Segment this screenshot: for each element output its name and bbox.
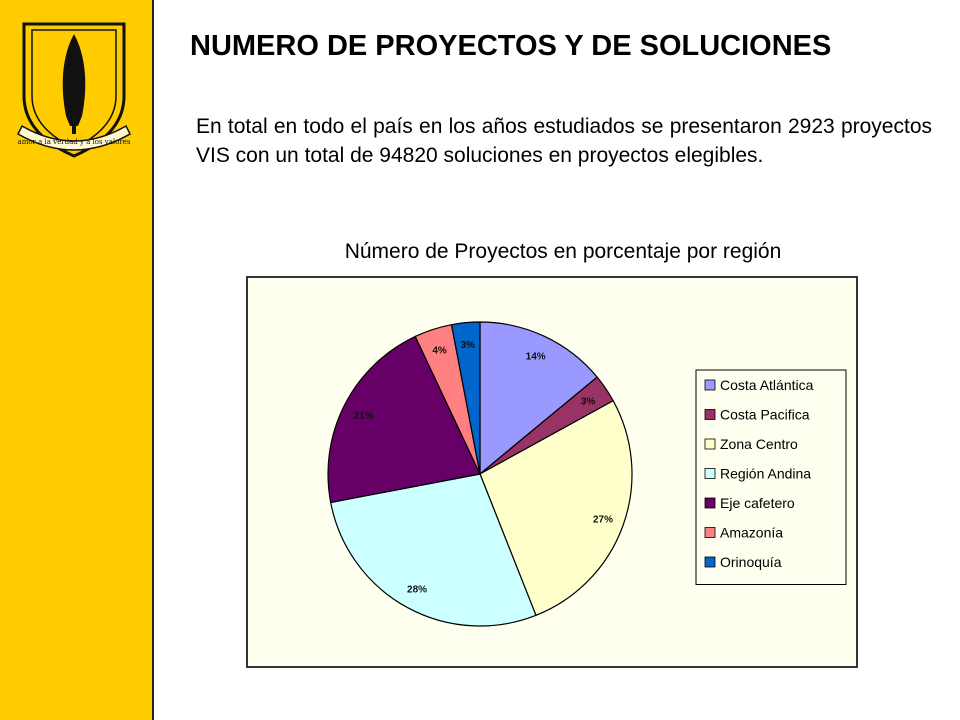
legend-label-orinoquia: Orinoquía [720,554,782,570]
legend-label-amazonia: Amazonía [720,525,783,541]
slice-label-costa-pacifica: 3% [581,397,596,408]
legend-label-costa-atlantica: Costa Atlántica [720,377,814,393]
legend-swatch-eje-cafetero [704,497,716,509]
intro-paragraph: En total en todo el país en los años est… [196,115,932,167]
legend-swatch-amazonia [704,527,716,538]
sidebar: amor a la verdad y a los valores [0,0,154,720]
slice-label-amazonia: 4% [432,346,447,357]
pie-slice-zona-centro [479,399,633,617]
legend-label-eje-cafetero: Eje cafetero [720,495,795,511]
legend-label-zona-centro: Zona Centro [720,436,798,452]
legend-swatch-costa-atlantica [704,379,716,391]
pie-slice-eje-cafetero [327,335,481,504]
legend-box [695,369,847,585]
slice-label-region-andina: 28% [407,585,427,596]
slice-label-zona-centro: 27% [593,514,613,525]
chart-area: 14% 3% 27% 28% 21% 4% 3% Costa Atlántica Costa P… [246,276,858,668]
pie-slice-costa-atlantica [479,321,598,476]
logo-motto: amor a la verdad y a los valores [18,138,131,146]
pie-slice-orinoquia [450,321,481,475]
legend-swatch-zona-centro [704,438,716,450]
pie-chart: 14% 3% 27% 28% 21% 4% 3% Costa Atlántica Costa P… [327,321,847,627]
legend-swatch-costa-pacifica [704,409,716,420]
page-title: NUMERO DE PROYECTOS Y DE SOLUCIONES [190,30,832,62]
chart-title: Número de Proyectos en porcentaje por re… [344,240,782,263]
slice-label-orinoquia: 3% [460,340,475,351]
slice-label-eje-cafetero: 21% [354,411,374,422]
legend-label-region-andina: Región Andina [720,466,811,482]
legend-label-costa-pacifica: Costa Pacifica [720,407,810,423]
university-crest-icon: amor a la verdad y a los valores [17,22,131,158]
slice-label-costa-atlantica: 14% [526,352,546,363]
legend-swatch-region-andina [704,468,716,479]
pie-slice-region-andina [329,473,537,627]
legend-swatch-orinoquia [704,556,716,568]
